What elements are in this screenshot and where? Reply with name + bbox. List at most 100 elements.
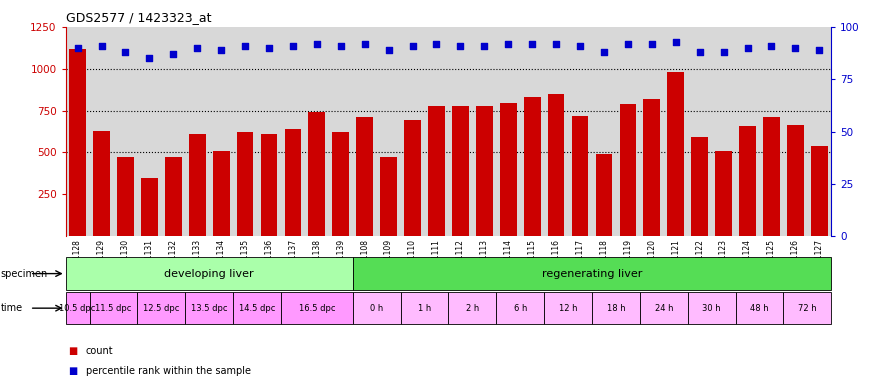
Point — [190, 45, 204, 51]
Bar — [189, 134, 206, 236]
Bar — [66, 257, 353, 290]
Point — [621, 41, 635, 47]
Bar — [811, 146, 828, 236]
Text: specimen: specimen — [1, 268, 48, 279]
Bar — [496, 292, 544, 324]
Point — [453, 43, 467, 49]
Text: 1 h: 1 h — [418, 304, 431, 313]
Text: 13.5 dpc: 13.5 dpc — [191, 304, 228, 313]
Bar — [141, 177, 158, 236]
Bar — [688, 292, 736, 324]
Point — [788, 45, 802, 51]
Bar — [643, 99, 660, 236]
Point — [333, 43, 347, 49]
Text: 12 h: 12 h — [559, 304, 578, 313]
Point — [262, 45, 276, 51]
Bar — [186, 292, 233, 324]
Bar — [544, 292, 592, 324]
Point — [765, 43, 779, 49]
Bar — [571, 116, 588, 236]
Bar — [691, 137, 708, 236]
Bar — [381, 157, 397, 236]
Bar — [596, 154, 612, 236]
Point — [740, 45, 754, 51]
Point — [478, 43, 492, 49]
Point — [118, 49, 132, 55]
Bar — [332, 132, 349, 236]
Text: time: time — [1, 303, 23, 313]
Point — [550, 41, 564, 47]
Bar — [404, 120, 421, 236]
Text: developing liver: developing liver — [164, 268, 254, 279]
Text: 6 h: 6 h — [514, 304, 527, 313]
Point — [597, 49, 611, 55]
Text: ■: ■ — [68, 346, 78, 356]
Text: GDS2577 / 1423323_at: GDS2577 / 1423323_at — [66, 11, 211, 24]
Bar — [783, 292, 831, 324]
Text: ■: ■ — [68, 366, 78, 376]
Bar — [93, 131, 110, 236]
Bar — [137, 292, 186, 324]
Bar — [284, 129, 301, 236]
Point — [645, 41, 659, 47]
Point — [214, 47, 228, 53]
Point — [166, 51, 180, 57]
Text: 12.5 dpc: 12.5 dpc — [144, 304, 179, 313]
Text: 0 h: 0 h — [370, 304, 383, 313]
Bar — [476, 106, 493, 236]
Point — [405, 43, 419, 49]
Bar — [736, 292, 783, 324]
Text: 11.5 dpc: 11.5 dpc — [95, 304, 131, 313]
Point — [668, 38, 682, 45]
Bar — [428, 106, 444, 236]
Bar — [401, 292, 449, 324]
Point — [525, 41, 539, 47]
Bar — [69, 49, 86, 236]
Text: 14.5 dpc: 14.5 dpc — [239, 304, 276, 313]
Point — [71, 45, 85, 51]
Bar — [281, 292, 353, 324]
Point — [812, 47, 826, 53]
Bar — [233, 292, 281, 324]
Bar — [524, 97, 541, 236]
Text: 2 h: 2 h — [466, 304, 479, 313]
Bar — [261, 134, 277, 236]
Bar — [353, 292, 401, 324]
Bar — [66, 292, 89, 324]
Bar — [452, 106, 469, 236]
Bar — [668, 72, 684, 236]
Bar — [449, 292, 496, 324]
Bar — [500, 103, 516, 236]
Point — [717, 49, 731, 55]
Point — [693, 49, 707, 55]
Bar — [640, 292, 688, 324]
Bar — [620, 104, 636, 236]
Text: regenerating liver: regenerating liver — [542, 268, 642, 279]
Bar — [117, 157, 134, 236]
Point — [286, 43, 300, 49]
Bar — [213, 151, 229, 236]
Text: count: count — [86, 346, 114, 356]
Bar — [763, 117, 780, 236]
Point — [358, 41, 372, 47]
Point — [430, 41, 444, 47]
Bar — [548, 94, 564, 236]
Bar — [89, 292, 137, 324]
Bar — [787, 125, 804, 236]
Bar — [237, 132, 254, 236]
Text: 48 h: 48 h — [750, 304, 769, 313]
Bar — [309, 112, 326, 236]
Bar — [353, 257, 831, 290]
Point — [238, 43, 252, 49]
Text: percentile rank within the sample: percentile rank within the sample — [86, 366, 251, 376]
Point — [573, 43, 587, 49]
Text: 72 h: 72 h — [798, 304, 816, 313]
Point — [94, 43, 108, 49]
Bar — [356, 117, 373, 236]
Point — [143, 55, 157, 61]
Text: 24 h: 24 h — [654, 304, 673, 313]
Text: 30 h: 30 h — [703, 304, 721, 313]
Text: 10.5 dpc: 10.5 dpc — [60, 304, 95, 313]
Point — [382, 47, 396, 53]
Bar — [164, 157, 182, 236]
